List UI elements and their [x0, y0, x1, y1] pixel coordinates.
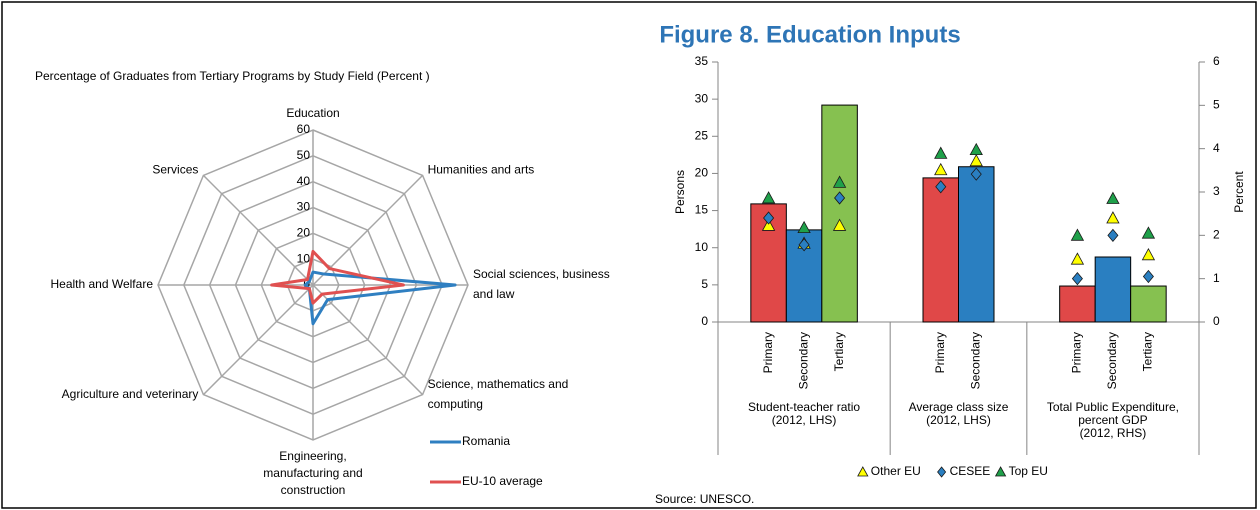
marker — [832, 218, 847, 231]
category-label: Science, mathematics and — [428, 377, 569, 391]
marker — [1071, 272, 1083, 286]
category-label: Agriculture and veterinary — [62, 387, 199, 401]
source: Source: UNESCO. — [655, 492, 754, 506]
legend-marker — [994, 466, 1007, 477]
category-label: Engineering, — [279, 449, 346, 463]
y-tick-label: 20 — [695, 166, 709, 180]
marker — [934, 162, 948, 176]
y2-tick-label: 3 — [1213, 184, 1220, 198]
y2-tick-label: 2 — [1213, 228, 1220, 242]
x-tick-label: Primary — [761, 332, 775, 373]
marker — [935, 180, 947, 194]
bar — [821, 104, 858, 323]
marker — [934, 146, 948, 159]
bar — [922, 177, 959, 323]
y-tick-label: 30 — [695, 91, 709, 105]
bar — [1059, 285, 1096, 323]
legend-label: EU-10 average — [462, 474, 543, 488]
marker — [1107, 228, 1119, 242]
r-tick-label: 10 — [297, 251, 311, 265]
legend-label: Other EU — [871, 464, 921, 478]
r-tick-label: 60 — [297, 122, 311, 136]
legend-label: Top EU — [1009, 464, 1048, 478]
marker — [798, 238, 810, 252]
legend-marker — [857, 466, 869, 477]
figure-title: Figure 8. Education Inputs — [659, 21, 960, 48]
r-tick-label: 40 — [297, 174, 311, 188]
y2-tick-label: 1 — [1213, 271, 1220, 285]
bar — [1130, 285, 1167, 323]
category-label: Humanities and arts — [428, 163, 535, 177]
marker — [1070, 252, 1085, 265]
y2-tick-label: 6 — [1213, 54, 1220, 68]
marker — [1106, 211, 1120, 224]
marker — [1106, 191, 1120, 204]
spoke — [202, 174, 314, 286]
group-label: (2012, LHS) — [772, 413, 837, 427]
group-label: percent GDP — [1078, 413, 1147, 427]
group-label: Average class size — [909, 400, 1009, 414]
x-tick-label: Tertiary — [832, 332, 846, 371]
chart-title: Percentage of Graduates from Tertiary Pr… — [35, 69, 430, 83]
r-tick-label: 30 — [297, 200, 311, 214]
category-label: and law — [473, 287, 515, 301]
y-tick-label: 5 — [701, 277, 708, 291]
group-label: (2012, RHS) — [1080, 426, 1147, 440]
category-label: computing — [428, 397, 483, 411]
y2-tick-label: 4 — [1213, 141, 1220, 155]
marker — [763, 211, 775, 225]
category-label: manufacturing and — [263, 466, 362, 480]
marker — [797, 220, 811, 234]
bar — [1094, 256, 1132, 323]
category-label: Social sciences, business — [473, 267, 610, 281]
r-tick-label: 20 — [297, 226, 311, 240]
r-tick-label: 50 — [297, 148, 311, 162]
y-axis-label: Persons — [673, 170, 687, 214]
y-tick-label: 35 — [695, 54, 709, 68]
bar — [958, 166, 995, 323]
spoke — [312, 174, 424, 286]
marker — [832, 175, 847, 188]
y2-tick-label: 0 — [1213, 314, 1220, 328]
x-tick-label: Secondary — [796, 332, 810, 389]
marker — [761, 191, 776, 204]
legend-label: CESEE — [950, 464, 991, 478]
marker — [969, 142, 983, 156]
legend-label: Romania — [462, 434, 510, 448]
marker — [1070, 228, 1085, 241]
spoke — [312, 284, 424, 396]
y2-tick-label: 5 — [1213, 98, 1220, 112]
marker — [969, 153, 983, 167]
y-tick-label: 25 — [695, 128, 709, 142]
group-label: Total Public Expenditure, — [1047, 400, 1179, 414]
x-tick-label: Tertiary — [1141, 332, 1155, 371]
marker — [761, 218, 776, 231]
legend-marker — [937, 466, 947, 478]
radar-line — [270, 249, 405, 305]
marker — [1142, 269, 1154, 284]
marker — [834, 191, 846, 205]
spoke — [202, 284, 314, 396]
x-tick-label: Primary — [933, 332, 947, 373]
marker — [970, 167, 982, 181]
x-tick-label: Primary — [1070, 332, 1084, 373]
group-label: (2012, LHS) — [926, 413, 991, 427]
category-label: Health and Welfare — [50, 277, 153, 291]
y2-axis-label: Percent — [1232, 171, 1246, 213]
category-label: Education — [286, 106, 339, 120]
marker — [1141, 247, 1156, 261]
y-tick-label: 10 — [695, 240, 709, 254]
x-tick-label: Secondary — [1105, 332, 1119, 389]
category-label: construction — [281, 483, 346, 497]
y-tick-label: 15 — [695, 203, 709, 217]
category-label: Services — [152, 163, 198, 177]
marker — [1141, 226, 1156, 239]
group-label: Student-teacher ratio — [748, 400, 860, 414]
x-tick-label: Secondary — [968, 332, 982, 389]
y-tick-label: 0 — [701, 314, 708, 328]
